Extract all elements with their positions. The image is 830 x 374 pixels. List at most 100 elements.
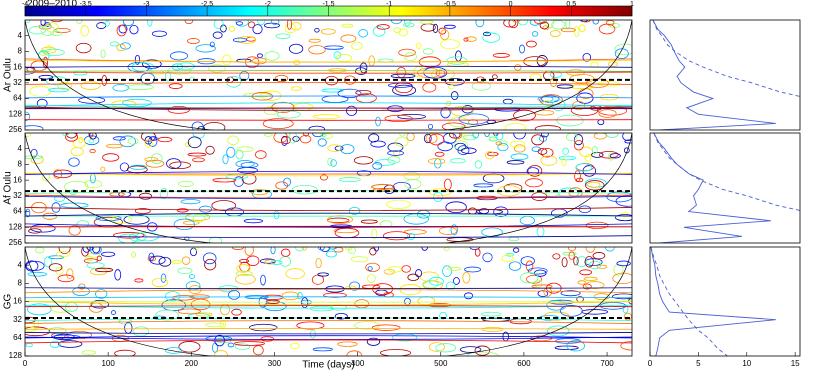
contour xyxy=(480,311,502,317)
contour xyxy=(616,260,631,267)
y-tick-label: 32 xyxy=(13,191,22,200)
contour xyxy=(30,60,48,72)
contour xyxy=(232,37,248,43)
contour xyxy=(588,260,602,270)
contour xyxy=(492,74,498,80)
global-spectrum xyxy=(653,133,772,243)
contour xyxy=(182,220,200,226)
contour xyxy=(43,256,53,268)
contour xyxy=(25,332,632,335)
contour xyxy=(398,28,409,37)
contour xyxy=(25,155,44,160)
contour xyxy=(235,273,256,285)
plot-area xyxy=(653,133,800,243)
contour xyxy=(531,146,541,152)
contour xyxy=(452,133,463,140)
contour xyxy=(264,133,273,137)
x-tick-label: 5 xyxy=(696,359,701,368)
contour xyxy=(116,43,126,52)
contour xyxy=(114,269,122,281)
contour xyxy=(415,269,423,278)
contour xyxy=(169,161,191,170)
contour xyxy=(320,133,327,138)
contour xyxy=(88,252,101,258)
contour xyxy=(159,188,168,200)
contour xyxy=(534,125,561,130)
contour xyxy=(502,98,514,105)
contour xyxy=(140,72,156,85)
x-tick-label: 0 xyxy=(23,359,28,368)
contour xyxy=(51,202,61,213)
y-tick-label: 32 xyxy=(13,78,22,87)
contour xyxy=(78,283,86,290)
contour xyxy=(519,44,525,54)
contour xyxy=(68,157,80,167)
x-tick-label: 500 xyxy=(434,359,448,368)
contour xyxy=(487,151,499,157)
contour xyxy=(596,264,608,269)
x-tick-label: 400 xyxy=(351,359,365,368)
contour xyxy=(514,64,522,71)
contour xyxy=(404,178,422,190)
contour xyxy=(76,220,90,228)
contour xyxy=(158,256,172,267)
contour xyxy=(592,20,599,25)
contour xyxy=(615,214,632,222)
contour xyxy=(459,346,482,353)
contour xyxy=(145,159,165,168)
contour xyxy=(365,262,380,273)
contour xyxy=(235,21,244,26)
contour xyxy=(605,20,615,26)
contour xyxy=(40,25,55,36)
contour xyxy=(421,247,428,251)
contour xyxy=(458,113,490,125)
contour xyxy=(73,70,88,76)
contour xyxy=(540,133,549,138)
contour xyxy=(582,52,592,62)
contour xyxy=(189,274,195,279)
contour xyxy=(462,271,471,284)
contour xyxy=(498,140,508,146)
contour xyxy=(350,256,369,263)
contour xyxy=(443,178,452,191)
contour xyxy=(623,312,632,321)
contour xyxy=(474,248,481,257)
contour xyxy=(525,178,543,188)
contour xyxy=(321,95,349,103)
contour xyxy=(41,172,50,182)
contour xyxy=(25,260,39,272)
plot-area xyxy=(25,20,632,130)
contour xyxy=(81,247,89,257)
contour xyxy=(25,317,632,322)
contour xyxy=(443,24,456,29)
contour xyxy=(579,24,586,33)
contour xyxy=(370,140,386,148)
contour xyxy=(89,173,96,184)
contour xyxy=(438,27,447,35)
contour xyxy=(275,181,289,190)
contour xyxy=(48,87,70,93)
contour xyxy=(387,150,404,156)
contour xyxy=(585,281,605,290)
contour xyxy=(559,305,583,317)
contour xyxy=(527,165,543,177)
contour xyxy=(48,255,65,260)
x-tick-label: 15 xyxy=(791,359,800,368)
colorbar-tick-label: -0.5 xyxy=(444,1,456,8)
contour xyxy=(367,266,373,271)
contour xyxy=(392,84,417,96)
contour xyxy=(488,136,499,142)
contour xyxy=(96,255,102,262)
contour xyxy=(355,89,372,96)
contour xyxy=(463,37,469,42)
contour xyxy=(54,194,66,202)
x-tick-label: 700 xyxy=(600,359,614,368)
contour xyxy=(228,25,235,32)
contour xyxy=(40,20,46,27)
contour xyxy=(222,154,229,165)
contour xyxy=(428,276,444,286)
y-tick-label: 8 xyxy=(18,278,23,287)
contour xyxy=(255,150,267,160)
contour xyxy=(53,27,71,33)
